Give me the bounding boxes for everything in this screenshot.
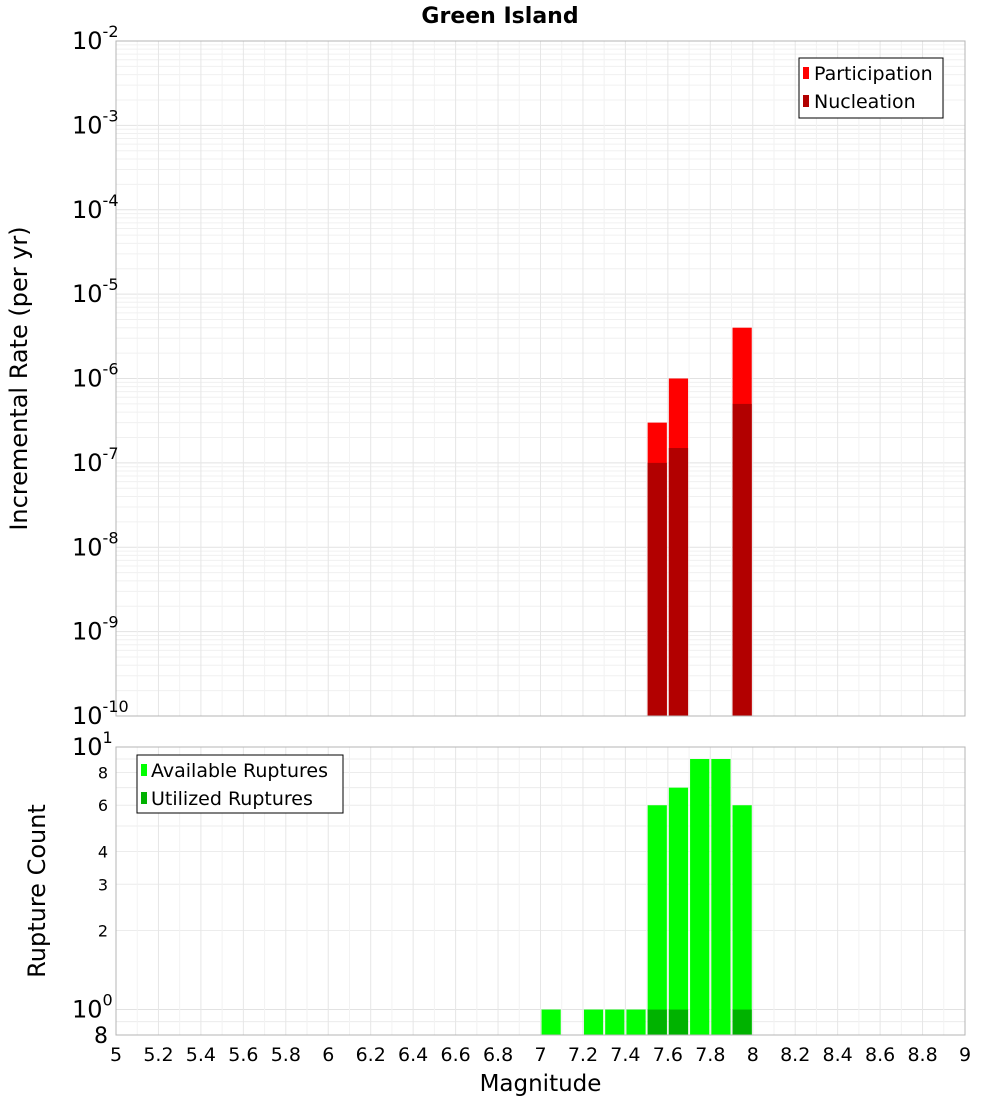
available-bar	[583, 1009, 604, 1035]
x-tick-label: 8	[747, 1044, 759, 1066]
x-tick-label: 8.2	[780, 1044, 810, 1066]
y-tick-label: 10-8	[72, 528, 119, 561]
x-tick-label: 5.6	[228, 1044, 258, 1066]
y-tick-label: 10-9	[72, 613, 119, 646]
x-tick-label: 7.6	[653, 1044, 683, 1066]
nucleation-bar	[647, 462, 667, 716]
y-tick-label: 10-7	[72, 444, 119, 477]
nucleation-bar	[732, 403, 752, 716]
nucleation-bar	[668, 448, 689, 716]
y-tick-label-minor: 8	[94, 1024, 108, 1049]
legend-box	[798, 57, 944, 119]
utilized-bar	[647, 1009, 667, 1035]
chart-title: Green Island	[421, 4, 578, 29]
x-tick-label: 6.2	[356, 1044, 386, 1066]
legend-label: Nucleation	[814, 91, 916, 113]
x-tick-label: 9	[959, 1044, 971, 1066]
legend: Participation Nucleation	[798, 57, 944, 119]
available-bar	[541, 1009, 561, 1035]
x-axis-label: Magnitude	[480, 1071, 602, 1097]
legend-swatch	[803, 95, 809, 107]
x-tick-label: 7.8	[695, 1044, 725, 1066]
y-tick-label: 10-4	[72, 191, 119, 224]
x-tick-label: 6	[322, 1044, 334, 1066]
x-tick-label: 6.4	[398, 1044, 428, 1066]
available-bar	[690, 759, 710, 1035]
y-tick-label: 100	[72, 991, 113, 1024]
x-tick-label: 7.4	[610, 1044, 640, 1066]
available-bar	[626, 1009, 646, 1035]
available-bar	[605, 1009, 625, 1035]
y-tick-label: 10-3	[72, 106, 119, 139]
available-bar	[668, 787, 689, 1035]
utilized-bar	[732, 1009, 752, 1035]
x-tick-label: 5.2	[143, 1044, 173, 1066]
x-tick-label: 5.8	[271, 1044, 301, 1066]
y-tick-label-minor: 8	[98, 763, 108, 782]
x-tick-label: 5.4	[186, 1044, 216, 1066]
y-axis-label: Rupture Count	[23, 804, 51, 978]
utilized-bar	[668, 1009, 689, 1035]
y-tick-label: 10-6	[72, 360, 119, 393]
legend-label: Participation	[814, 63, 933, 85]
plot-frame	[115, 40, 966, 717]
x-tick-label: 5	[110, 1044, 122, 1066]
legend-label: Available Ruptures	[151, 760, 328, 782]
x-tick-label: 6.8	[483, 1044, 513, 1066]
y-tick-label-minor: 4	[98, 842, 108, 861]
legend: Available Ruptures Utilized Ruptures	[136, 754, 344, 814]
y-tick-label: 101	[72, 728, 113, 761]
x-tick-label: 8.6	[865, 1044, 895, 1066]
y-axis-label: Incremental Rate (per yr)	[5, 226, 33, 530]
x-tick-label: 7	[534, 1044, 546, 1066]
legend-swatch	[141, 792, 147, 804]
y-tick-label: 10-2	[72, 22, 119, 55]
legend-swatch	[803, 67, 809, 79]
plot-frame	[115, 746, 966, 1036]
x-tick-label: 7.2	[568, 1044, 598, 1066]
legend-box	[136, 754, 344, 814]
x-tick-label: 8.4	[823, 1044, 853, 1066]
legend-label: Utilized Ruptures	[151, 788, 313, 810]
legend-swatch	[141, 764, 147, 776]
x-tick-label: 8.8	[907, 1044, 937, 1066]
y-tick-label: 10-5	[72, 275, 119, 308]
available-bar	[711, 759, 731, 1035]
available-bar	[732, 805, 752, 1035]
rate-panel: 10-10 10-9 10-8 10-7 10-6 10-5 10-4 10-3 10-2 Inc…	[5, 22, 966, 730]
y-tick-label-minor: 6	[98, 796, 108, 815]
y-tick-label-minor: 3	[98, 875, 108, 894]
available-bar	[647, 805, 667, 1035]
y-tick-label-minor: 2	[98, 922, 108, 941]
x-tick-label: 6.6	[440, 1044, 470, 1066]
y-tick-label: 10-10	[72, 697, 129, 730]
